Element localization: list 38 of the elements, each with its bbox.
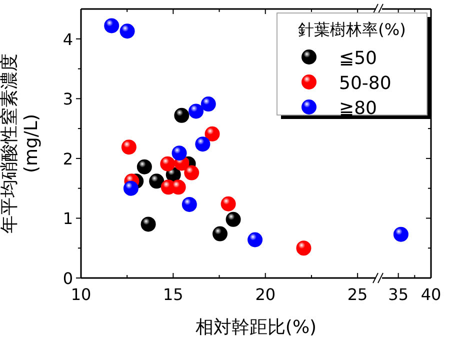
point — [296, 240, 312, 256]
y-tick-label: 0 — [62, 269, 73, 288]
point — [195, 136, 210, 152]
point — [188, 104, 204, 119]
point — [220, 196, 236, 212]
point — [120, 24, 135, 39]
point — [136, 159, 152, 174]
x-tick-label: 10 — [70, 285, 92, 304]
point — [172, 146, 187, 161]
x-tick-label: 25 — [347, 285, 368, 304]
x-tick-label: 35 — [388, 285, 409, 304]
point — [184, 165, 200, 180]
legend-label: ≧80 — [339, 98, 377, 119]
point — [160, 156, 176, 172]
point — [200, 96, 216, 112]
y-tick-label: 2 — [62, 149, 73, 168]
x-tick-label: 15 — [163, 285, 184, 304]
point — [212, 226, 228, 242]
y-tick-label: 4 — [62, 30, 73, 49]
y-axis-title: 年平均硝酸性窒素濃度 (mg/L) — [0, 54, 42, 234]
x-tick-label: 20 — [255, 285, 276, 304]
y-tick-label: 3 — [62, 90, 73, 109]
point — [140, 216, 156, 232]
y-tick-label: 1 — [62, 209, 73, 228]
x-tick-label: 40 — [420, 285, 442, 304]
point — [182, 196, 197, 212]
legend-title: 針葉樹林率(%) — [298, 20, 406, 39]
point — [174, 108, 190, 123]
point — [226, 212, 241, 227]
point — [248, 232, 263, 248]
point — [149, 174, 164, 189]
point — [123, 180, 138, 196]
legend-label: 50-80 — [339, 73, 392, 94]
point — [204, 126, 220, 142]
point — [121, 140, 136, 155]
x-axis-title: 相対幹距比(%) — [195, 317, 317, 338]
legend-label: ≦50 — [339, 48, 377, 69]
point — [104, 18, 120, 34]
